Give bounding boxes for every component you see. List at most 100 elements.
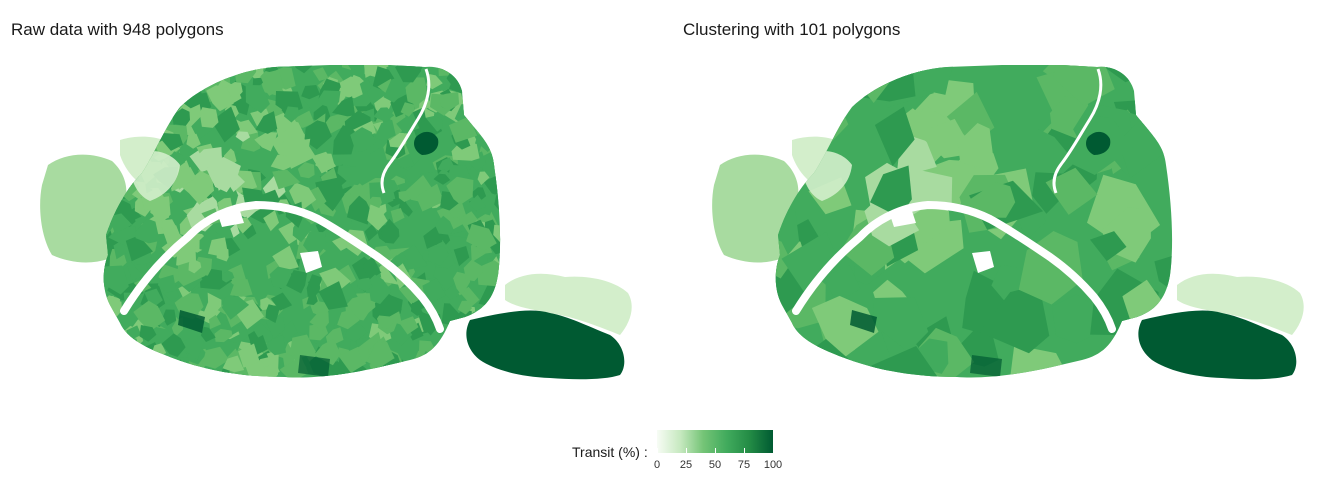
map-polygon [318,281,348,310]
map-polygon [103,357,115,378]
map-polygon [191,116,213,140]
map-polygon [178,310,205,333]
map-polygon [270,154,291,171]
map-polygon [222,264,246,285]
map-polygon [1127,65,1173,87]
map-polygon [103,65,109,83]
map-polygon [319,267,351,296]
map-polygon [191,65,212,83]
map-polygon [408,360,440,378]
legend-tick-mark [656,448,658,453]
map-polygon [152,76,171,95]
map-polygon [480,100,495,116]
map-polygon [261,362,280,378]
map-polygon [1008,344,1073,378]
gap-area [218,211,244,227]
map-polygon [139,349,163,378]
map-polygon [186,133,201,149]
map-polygon [394,252,408,267]
map-polygon [447,294,469,314]
map-polygon [108,349,126,372]
map-polygon [141,80,172,103]
bois-de-boulogne [712,154,799,263]
map-polygon [172,167,197,190]
map-polygon [194,147,222,172]
map-polygon [183,335,207,360]
map-polygon [439,65,456,73]
map-polygon [103,265,129,295]
map-polygon [174,108,190,126]
map-polygon [383,75,407,103]
map-polygon [133,300,166,332]
gap-area [890,211,916,227]
map-polygon [150,196,171,222]
map-polygon [131,108,145,124]
canal [1052,68,1103,194]
bois-de-boulogne [40,154,127,263]
map-polygon [436,366,459,378]
map-polygon [144,288,163,309]
legend-tick-label: 75 [737,459,751,471]
map-polygon [979,284,1050,354]
map-polygon [362,256,380,281]
map-polygon [161,333,186,357]
legend-tick-label: 25 [679,459,693,471]
map-polygon [499,143,501,163]
map-polygon [206,85,234,112]
map-polygon [457,348,470,362]
map-polygon [119,342,134,358]
map-polygon [348,156,382,186]
map-polygon [483,175,501,196]
map-polygon [202,346,230,369]
map-polygon [1154,255,1173,297]
map-polygon [796,65,842,94]
legend-tick-mark [685,448,687,453]
map-polygon [775,87,821,143]
map-polygon [823,265,861,303]
map-polygon [453,246,470,267]
raw-data-map [40,65,632,380]
map-polygon [222,355,245,373]
map-polygon [400,102,415,117]
map-polygon [380,218,400,244]
transit-legend: Transit (%) : 0 25 50 75 100 [0,429,1344,477]
map-polygon [160,219,176,233]
map-polygon [311,151,337,174]
seine-river [120,200,444,333]
gap-area [972,251,994,273]
map-polygon [850,310,877,333]
map-polygon [133,368,156,378]
map-polygon [463,79,479,91]
map-polygon [1086,131,1111,155]
bois-de-vincennes [1138,310,1297,380]
map-polygon [468,194,487,211]
map-polygon [443,355,464,375]
map-polygon [157,274,177,293]
map-polygon [265,304,280,323]
map-polygon [103,347,116,368]
map-polygon [373,107,395,122]
map-polygon [124,67,147,97]
map-polygon [263,334,287,356]
map-polygon [455,361,473,378]
map-polygon [265,317,285,339]
map-polygon [332,96,356,117]
map-polygon [446,176,474,205]
map-polygon [255,111,278,134]
map-polygon [240,130,261,152]
map-polygon [207,268,223,286]
map-polygon [497,246,501,272]
legend-tick-mark [772,448,774,453]
map-polygon [235,131,251,142]
map-polygon [221,296,250,320]
map-polygon [874,106,915,167]
map-polygon [315,177,345,212]
map-polygon [111,353,136,371]
map-polygon [106,355,122,375]
map-polygon [270,292,293,311]
map-polygon [209,314,222,330]
map-polygon [129,94,145,117]
map-polygon [453,365,477,378]
map-polygon [230,223,240,238]
map-polygon [312,67,329,81]
